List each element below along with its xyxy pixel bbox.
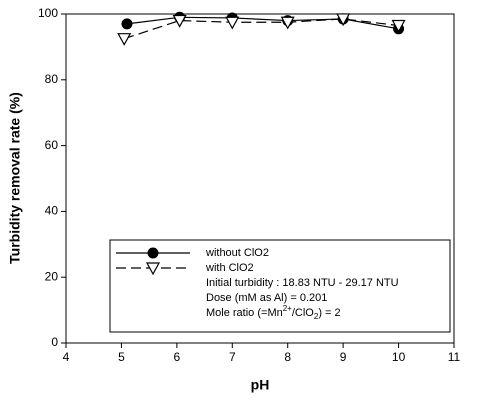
annotation-part: /ClO — [292, 307, 314, 319]
annotation-part: Mole ratio (=Mn — [206, 307, 283, 319]
x-tick-label: 5 — [118, 350, 125, 364]
x-tick-label: 7 — [229, 350, 236, 364]
legend-marker — [147, 247, 159, 259]
annotation: Mole ratio (=Mn2+/ClO2) = 2 — [206, 304, 341, 321]
data-point — [391, 19, 406, 33]
data-point — [117, 33, 132, 46]
x-tick-label: 11 — [448, 350, 461, 364]
y-tick-label: 20 — [45, 269, 59, 283]
annotation-part: ) = 2 — [318, 307, 340, 319]
x-tick-label: 10 — [392, 350, 406, 364]
series-line — [126, 16, 399, 30]
x-axis-title: pH — [251, 377, 270, 393]
legend-label: with ClO2 — [205, 262, 254, 274]
x-tick-label: 8 — [284, 350, 291, 364]
data-point — [336, 13, 351, 27]
annotation: Dose (mM as Al) = 0.201 — [206, 292, 327, 304]
x-tick-label: 4 — [63, 350, 70, 364]
annotation-part: 2+ — [283, 304, 292, 313]
data-point — [280, 16, 295, 30]
y-tick-label: 100 — [38, 6, 58, 20]
y-tick-label: 0 — [51, 335, 58, 349]
data-point — [225, 16, 240, 30]
x-tick-label: 9 — [340, 350, 347, 364]
series-line — [124, 18, 399, 40]
annotation-part: 2 — [314, 312, 319, 321]
x-tick-label: 6 — [174, 350, 181, 364]
annotation: Initial turbidity : 18.83 NTU - 29.17 NT… — [206, 277, 399, 289]
y-tick-label: 40 — [45, 204, 59, 218]
plot-frame — [65, 13, 455, 344]
y-axis-title: Turbidity removal rate (%) — [7, 92, 23, 264]
legend-label: without ClO2 — [205, 247, 269, 259]
legend-box — [109, 239, 451, 333]
data-point — [172, 14, 187, 28]
data-point — [121, 18, 133, 30]
y-tick-label: 60 — [45, 138, 59, 152]
legend-marker — [145, 262, 161, 276]
y-tick-label: 80 — [45, 72, 59, 86]
